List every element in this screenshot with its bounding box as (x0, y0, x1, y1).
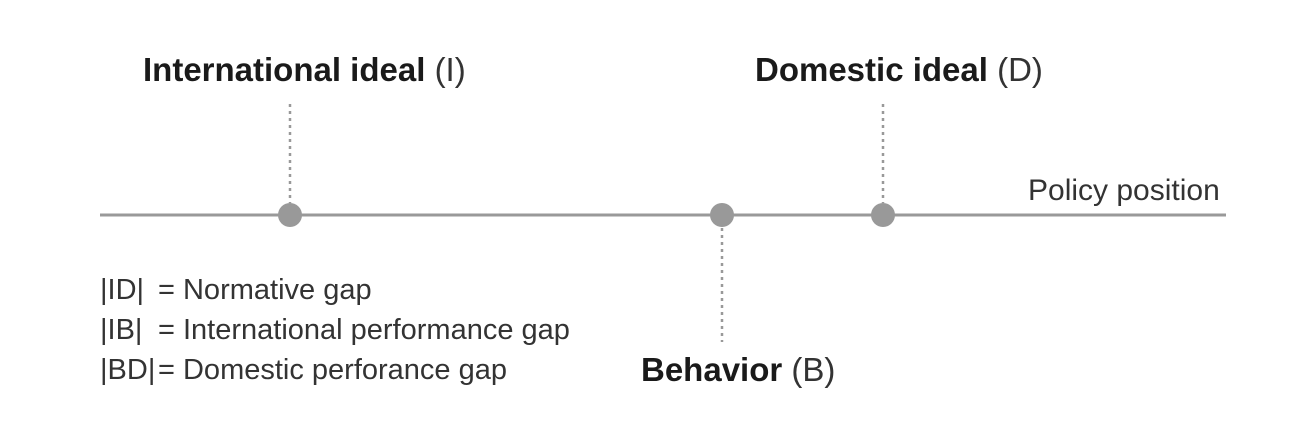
legend-definition: = Domestic perforance gap (158, 353, 507, 386)
legend-row-international: |IB| = International performance gap (100, 310, 570, 350)
legend-row-domestic: |BD| = Domestic perforance gap (100, 350, 570, 390)
domestic-ideal-abbr: (D) (997, 51, 1043, 88)
international-ideal-name: International ideal (143, 51, 426, 88)
domestic-ideal-label: Domestic ideal (D) (755, 53, 1043, 86)
legend-term: |BD| (100, 353, 156, 386)
behavior-abbr: (B) (791, 351, 836, 388)
international-ideal-label: International ideal (I) (143, 53, 466, 86)
domestic-point (871, 203, 895, 227)
legend-definition: = Normative gap (158, 273, 372, 306)
behavior-point (710, 203, 734, 227)
behavior-name: Behavior (641, 351, 783, 388)
legend-row-normative: |ID| = Normative gap (100, 270, 570, 310)
legend-term: |ID| (100, 273, 145, 306)
legend-definition: = International performance gap (158, 313, 570, 346)
domestic-ideal-name: Domestic ideal (755, 51, 988, 88)
international-ideal-abbr: (I) (434, 51, 466, 88)
legend-term: |IB| (100, 313, 143, 346)
gap-legend: |ID| = Normative gap |IB| = Internationa… (100, 270, 570, 390)
policy-position-label: Policy position (1028, 174, 1220, 207)
behavior-label: Behavior (B) (641, 353, 835, 386)
international-point (278, 203, 302, 227)
